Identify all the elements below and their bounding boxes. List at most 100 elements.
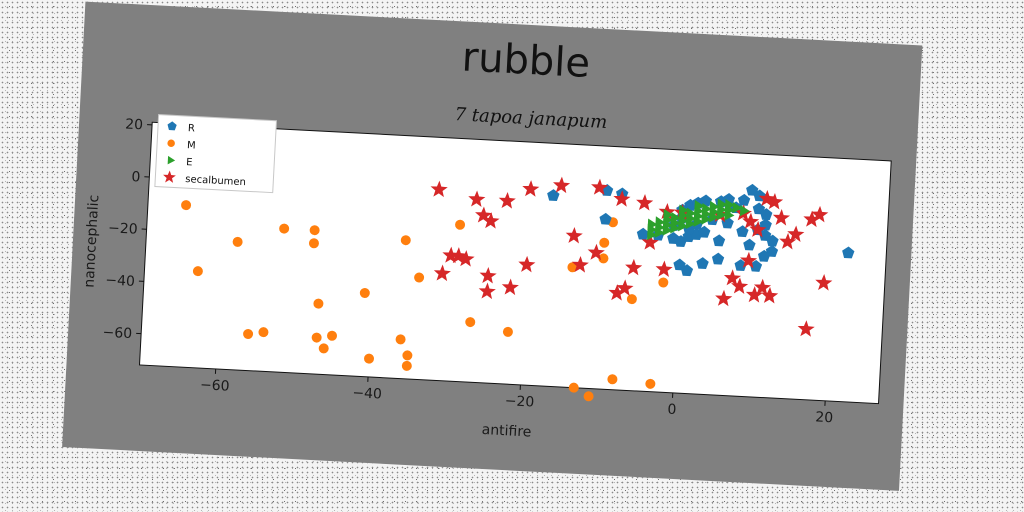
y-tick-label: 20 — [125, 116, 144, 133]
data-point-secalbumen — [518, 255, 536, 273]
data-point-e — [663, 208, 674, 221]
data-point-m — [658, 277, 669, 288]
data-point-secalbumen — [811, 205, 829, 223]
data-point-secalbumen — [787, 225, 805, 243]
data-point-m — [232, 236, 243, 247]
data-point-secalbumen — [742, 212, 760, 230]
data-point-secalbumen — [803, 210, 821, 228]
data-point-m — [279, 223, 290, 234]
data-point-r — [696, 257, 709, 270]
data-point-m — [626, 294, 637, 305]
data-point-m — [502, 326, 513, 337]
y-tick-label: −20 — [108, 220, 138, 238]
data-point-r — [766, 234, 779, 247]
data-point-r — [636, 227, 650, 240]
data-point-secalbumen — [766, 192, 784, 210]
data-point-e — [716, 209, 727, 221]
data-point-secalbumen — [591, 178, 609, 196]
legend-box — [154, 114, 277, 194]
data-point-e — [678, 220, 689, 232]
data-point-secalbumen — [450, 247, 468, 264]
x-tick-label: 0 — [667, 402, 677, 418]
data-point-secalbumen — [772, 209, 791, 226]
data-point-r — [599, 212, 612, 225]
x-tick-label: −20 — [504, 393, 534, 411]
data-point-secalbumen — [779, 232, 797, 250]
data-point-secalbumen — [468, 190, 486, 208]
data-point-secalbumen — [522, 180, 540, 197]
y-tick-label: 0 — [131, 169, 141, 185]
data-point-m — [327, 330, 338, 341]
data-point-secalbumen — [501, 278, 519, 296]
data-point-m — [243, 328, 254, 339]
data-point-secalbumen — [498, 192, 516, 209]
data-point-m — [400, 235, 411, 246]
legend-marker-m — [167, 139, 175, 148]
data-point-m — [401, 360, 412, 371]
data-point-secalbumen — [479, 266, 497, 284]
data-point-r — [712, 234, 726, 247]
tick-layer: −60 −40 −20 0 20 20 0 −20 −40 −60 — [102, 116, 834, 426]
data-point-r — [698, 225, 711, 238]
plot-area — [138, 121, 892, 405]
data-point-e — [693, 215, 704, 227]
data-point-m — [395, 334, 406, 345]
data-point-e — [654, 226, 665, 238]
data-point-m — [568, 382, 579, 393]
data-point-e — [724, 209, 735, 221]
data-point-m — [359, 287, 370, 298]
data-point-secalbumen — [749, 220, 767, 238]
data-point-secalbumen — [731, 277, 749, 294]
data-point-m — [598, 253, 609, 264]
data-point-secalbumen — [587, 243, 605, 261]
y-tick-label: −60 — [102, 325, 132, 343]
series-secalbumen — [430, 176, 833, 337]
data-point-m — [599, 237, 610, 248]
data-point-secalbumen — [442, 246, 460, 264]
legend-markers — [163, 121, 177, 183]
data-point-secalbumen — [625, 258, 643, 276]
data-point-secalbumen — [740, 251, 758, 269]
data-point-r — [673, 258, 686, 271]
legend-marker-secalbumen — [163, 170, 176, 183]
marks-layer — [181, 176, 855, 402]
data-point-e — [709, 211, 720, 223]
legend-marker-r — [167, 121, 177, 131]
data-point-r — [749, 259, 763, 272]
data-point-secalbumen — [565, 226, 583, 244]
data-point-secalbumen — [636, 194, 654, 211]
data-point-secalbumen — [723, 269, 741, 286]
data-point-m — [607, 374, 618, 385]
legend-marker-e — [167, 155, 176, 165]
data-point-e — [685, 217, 696, 230]
data-point-secalbumen — [715, 289, 733, 307]
data-point-m — [313, 298, 324, 309]
legend-label-secalbumen: secalbumen — [185, 174, 246, 188]
data-point-m — [465, 317, 476, 328]
data-point-secalbumen — [797, 320, 815, 337]
x-tick-label: −60 — [200, 377, 230, 395]
legend: R M E secalbumen — [154, 114, 277, 194]
data-point-secalbumen — [475, 206, 493, 224]
data-point-e — [678, 204, 689, 216]
legend-label-r: R — [188, 123, 196, 134]
data-point-m — [192, 266, 203, 277]
x-tick-label: 20 — [815, 409, 834, 426]
data-point-secalbumen — [613, 190, 631, 207]
x-axis-label: antifire — [481, 422, 531, 441]
data-point-secalbumen — [761, 286, 779, 304]
legend-label-m: M — [187, 140, 196, 151]
chart-title: rubble — [461, 34, 592, 87]
y-tick-label: −40 — [105, 272, 135, 290]
data-point-m — [645, 378, 656, 389]
data-point-secalbumen — [655, 260, 673, 278]
data-point-secalbumen — [608, 284, 626, 301]
data-point-m — [308, 238, 319, 249]
x-tick-label: −40 — [352, 385, 382, 403]
data-point-r — [842, 246, 855, 259]
data-point-secalbumen — [753, 278, 772, 296]
data-point-e — [732, 201, 743, 214]
data-point-e — [670, 222, 681, 234]
